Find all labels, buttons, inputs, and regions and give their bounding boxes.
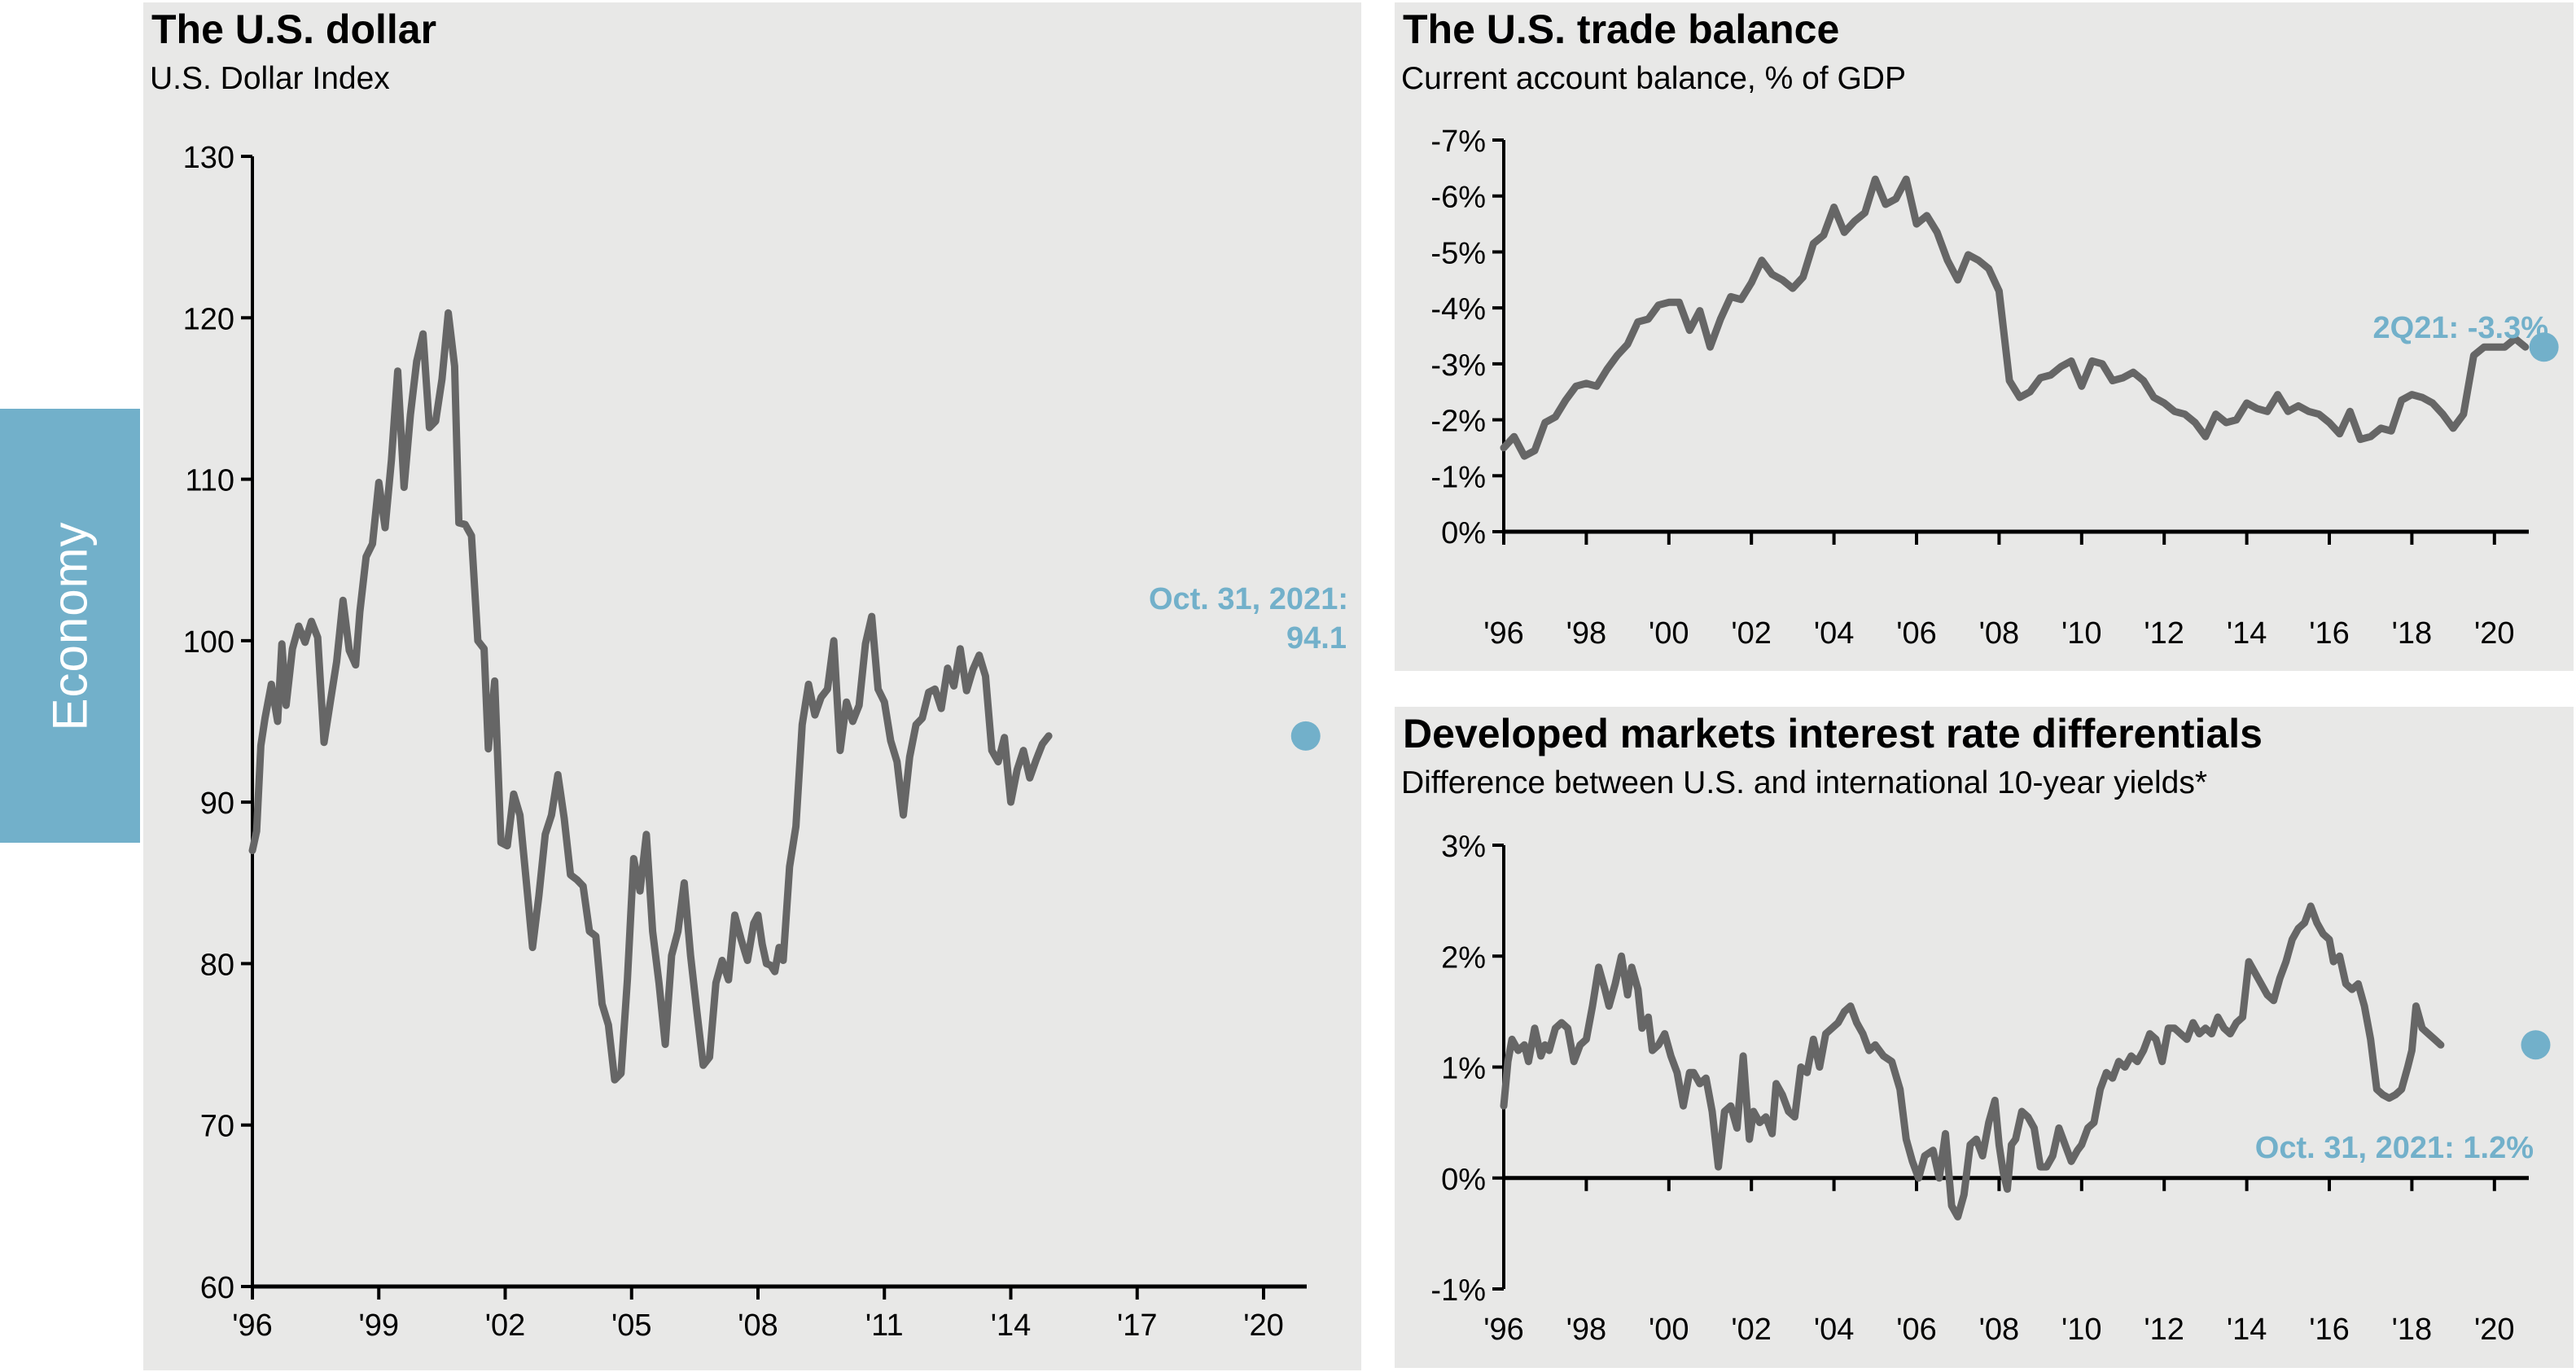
panel-us-trade-balance: The U.S. trade balance Current account b… bbox=[1395, 2, 2574, 671]
panel-interest-rate-differentials: Developed markets interest rate differen… bbox=[1395, 707, 2574, 1368]
y-tick-label: 120 bbox=[183, 302, 234, 336]
chart-subtitle: U.S. Dollar Index bbox=[150, 61, 390, 96]
y-tick-label: 110 bbox=[185, 464, 234, 498]
y-tick-label: 0% bbox=[1441, 1163, 1486, 1197]
x-tick-label: '02 bbox=[485, 1308, 526, 1343]
x-tick-label: '10 bbox=[2061, 1313, 2102, 1347]
y-tick-label: -1% bbox=[1430, 1273, 1486, 1308]
end-point-marker bbox=[1290, 721, 1321, 751]
x-tick-label: '00 bbox=[1649, 1313, 1689, 1347]
x-tick-label: '98 bbox=[1566, 1313, 1607, 1347]
x-tick-label: '11 bbox=[865, 1308, 904, 1343]
x-tick-label: '16 bbox=[2309, 1313, 2350, 1347]
x-tick-label: '10 bbox=[2061, 616, 2102, 651]
x-tick-label: '06 bbox=[1896, 1313, 1937, 1347]
y-tick-label: -2% bbox=[1430, 405, 1486, 439]
x-tick-label: '12 bbox=[2144, 616, 2184, 651]
x-tick-label: '14 bbox=[2227, 1313, 2267, 1347]
annotation-label: Oct. 31, 2021: bbox=[1149, 582, 1348, 616]
y-tick-label: 0% bbox=[1441, 516, 1486, 550]
x-tick-label: '18 bbox=[2392, 616, 2433, 651]
y-tick-label: 3% bbox=[1441, 830, 1486, 864]
panel-us-dollar: The U.S. dollar U.S. Dollar Index bbox=[143, 2, 1361, 1370]
x-tick-label: '16 bbox=[2309, 616, 2350, 651]
y-tick-label: 1% bbox=[1441, 1052, 1486, 1086]
x-tick-label: '04 bbox=[1814, 1313, 1855, 1347]
chart-subtitle: Current account balance, % of GDP bbox=[1401, 61, 1906, 96]
y-tick-label: 2% bbox=[1441, 940, 1486, 975]
annotation-value: 94.1 bbox=[1286, 621, 1347, 655]
series-line-rates bbox=[1500, 902, 2445, 1221]
y-tick-label: 100 bbox=[183, 625, 234, 660]
y-tick-label: -4% bbox=[1430, 292, 1486, 327]
x-tick-label: '17 bbox=[1117, 1308, 1158, 1343]
y-tick-label: -7% bbox=[1430, 125, 1486, 159]
chart-title: Developed markets interest rate differen… bbox=[1403, 711, 2263, 756]
x-tick-label: '20 bbox=[2474, 616, 2515, 651]
x-tick-label: '99 bbox=[358, 1308, 399, 1343]
series-line-dollar bbox=[248, 309, 1053, 1084]
x-tick-label: '04 bbox=[1814, 616, 1855, 651]
y-tick-label: 60 bbox=[200, 1271, 234, 1305]
y-tick-label: 90 bbox=[200, 787, 234, 821]
end-point-marker bbox=[2521, 1030, 2551, 1060]
y-tick-label: 130 bbox=[183, 141, 234, 175]
x-tick-label: '08 bbox=[738, 1308, 778, 1343]
end-point-marker bbox=[2529, 332, 2559, 362]
x-tick-label: '05 bbox=[611, 1308, 652, 1343]
y-tick-label: -6% bbox=[1430, 181, 1486, 215]
x-tick-label: '06 bbox=[1896, 616, 1937, 651]
x-tick-label: '08 bbox=[1979, 616, 2020, 651]
x-tick-label: '02 bbox=[1731, 1313, 1772, 1347]
x-tick-label: '14 bbox=[2227, 616, 2267, 651]
x-tick-label: '08 bbox=[1979, 1313, 2020, 1347]
x-tick-label: '00 bbox=[1649, 616, 1689, 651]
x-tick-label: '20 bbox=[2474, 1313, 2515, 1347]
series-line-trade bbox=[1500, 175, 2530, 460]
x-tick-label: '18 bbox=[2392, 1313, 2433, 1347]
chart-subtitle: Difference between U.S. and internationa… bbox=[1401, 765, 2208, 800]
y-tick-label: -3% bbox=[1430, 348, 1486, 383]
y-tick-label: -1% bbox=[1430, 460, 1486, 494]
x-tick-label: '96 bbox=[1483, 616, 1524, 651]
section-tab-economy: Economy bbox=[0, 409, 140, 843]
x-tick-label: '96 bbox=[1483, 1313, 1524, 1347]
x-tick-label: '98 bbox=[1566, 616, 1607, 651]
x-tick-label: '12 bbox=[2144, 1313, 2184, 1347]
annotation-label: Oct. 31, 2021: 1.2% bbox=[2255, 1131, 2534, 1165]
x-tick-label: '96 bbox=[232, 1308, 273, 1343]
x-tick-label: '14 bbox=[991, 1308, 1032, 1343]
x-tick-label: '20 bbox=[1243, 1308, 1284, 1343]
x-tick-label: '02 bbox=[1731, 616, 1772, 651]
annotation-label: 2Q21: -3.3% bbox=[2373, 311, 2548, 345]
chart-title: The U.S. trade balance bbox=[1403, 7, 1840, 52]
y-tick-label: 80 bbox=[200, 948, 234, 982]
y-tick-label: 70 bbox=[200, 1110, 234, 1144]
chart-title: The U.S. dollar bbox=[151, 7, 437, 52]
y-tick-label: -5% bbox=[1430, 236, 1486, 270]
